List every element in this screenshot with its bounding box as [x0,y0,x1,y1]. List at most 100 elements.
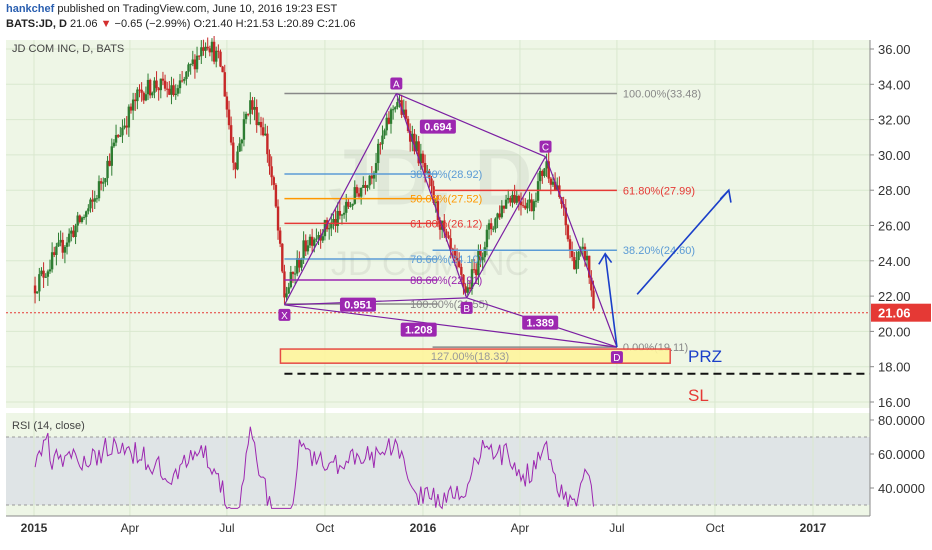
candle-body [283,271,286,298]
candle-body [366,185,369,188]
candle-body [464,286,467,293]
candle-body [67,233,71,243]
candle-body [374,163,378,173]
candle-body [138,89,141,91]
candle-body [217,50,220,52]
chart-title: JD COM INC, D, BATS [12,43,124,55]
time-tick-label: Apr [511,521,530,535]
fib-label: 38.20%(24.60) [623,245,695,257]
candle-body [57,242,60,247]
candle-body [72,230,75,237]
fib-label: 50.00%(27.52) [410,194,482,206]
candle-body [129,106,133,111]
price-tick-label: 32.00 [878,113,911,128]
candle-body [264,133,267,136]
candle-body [195,55,199,70]
candle-body [304,240,307,252]
candle-body [180,80,184,82]
candle-body [55,246,58,255]
candle-body [430,178,433,187]
publish-line: hankchef published on TradingView.com, J… [6,3,337,15]
candle-body [65,242,69,247]
candle-body [219,51,222,67]
candle-body [487,223,491,230]
candle-body [306,245,310,252]
candle-body [74,225,77,237]
candle-body [206,46,209,49]
candle-body [246,113,250,115]
candle-body [87,208,90,212]
candle-body [315,238,318,240]
candle-body [193,59,197,70]
candle-body [470,269,474,290]
candle-body [345,201,348,213]
candle-body [355,187,359,194]
pattern-point-marker [278,308,291,321]
candle-body [313,239,316,246]
candle-body [40,270,43,275]
pattern-point-marker [610,351,623,364]
candle-body [436,201,440,221]
candle-body [276,206,280,231]
chart-header: hankchef published on TradingView.com, J… [0,0,932,36]
candle-body [50,252,54,270]
candle-body [327,228,331,230]
price-chart[interactable]: JD, DJD COM INC100.00%(33.48)38.20%(28.9… [0,36,932,550]
candle-body [415,141,418,152]
candle-body [268,154,271,167]
candle-body [287,287,290,294]
author-name[interactable]: hankchef [6,3,55,15]
price-tick-label: 20.00 [878,324,911,339]
candle-body [417,141,420,164]
candle-body [204,46,207,51]
fib-label: 78.60%(24.10) [410,254,482,266]
price-tick-label: 22.00 [878,289,911,304]
candle-body [236,151,239,170]
candle-body [321,236,324,241]
candle-body [368,175,371,186]
candle-body [251,100,254,110]
candle-body [477,250,480,276]
candle-body [455,257,459,260]
candle-body [33,285,37,294]
candle-body [468,287,472,290]
candle-body [509,197,512,203]
candle-body [223,72,226,97]
candle-body [112,142,116,147]
candle-body [255,107,258,126]
candle-body [123,125,126,128]
candle-body [521,205,525,207]
leg-bc [466,156,547,299]
candle-body [70,230,73,234]
candle-body [136,89,139,102]
candle-body [372,172,376,179]
candle-body [59,239,62,243]
rsi-band [6,437,870,505]
leg-cd [544,156,618,348]
candle-body [570,250,574,258]
candle-body [172,85,175,95]
candle-body [163,80,167,89]
candle-body [281,243,284,272]
candle-body [530,199,533,212]
candle-body [528,199,531,203]
prz-label: PRZ [688,347,722,366]
arrow-up-2 [636,189,730,295]
candle-body [462,274,465,287]
candle-body [498,213,501,218]
candle-body [270,166,273,178]
last-price-label: 21.06 [878,306,911,321]
candle-body [549,178,553,185]
candle-body [564,207,567,226]
candle-body [402,109,405,115]
candle-body [82,216,86,218]
candle-body [208,48,212,53]
candle-body [242,119,246,140]
candle-body [232,142,235,163]
price-tick-label: 36.00 [878,42,911,57]
candle-body [460,266,463,275]
candle-body [426,170,429,173]
candle-body [359,187,363,197]
candle-body [300,258,303,268]
candle-body [80,217,84,223]
